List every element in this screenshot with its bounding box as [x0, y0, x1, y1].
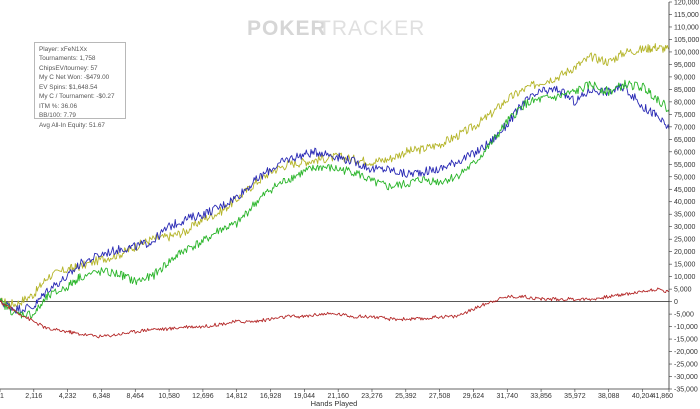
x-tick-label: 41,860: [652, 393, 674, 400]
y-tick-label: 25,000: [674, 237, 696, 244]
y-tick-label: 15,000: [674, 262, 696, 269]
x-tick-label: 21,160: [327, 393, 349, 400]
y-tick-label: -10,000: [674, 324, 698, 331]
x-axis-ticks: 1 2,116 4,232 6,348 8,464 10,580 12,696 14,812 1…: [0, 389, 673, 400]
series-line-1: [0, 43, 670, 308]
y-tick-label: 5,000: [674, 287, 692, 294]
y-tick-label: 35,000: [674, 212, 696, 219]
y-tick-label: 20,000: [674, 249, 696, 256]
x-tick-label: 8,464: [126, 393, 144, 400]
y-tick-label: 100,000: [674, 49, 699, 56]
stat-line: My C / Tournament: -$0.27: [39, 93, 115, 101]
x-tick-label: 38,088: [598, 393, 620, 400]
y-tick-label: -15,000: [674, 337, 698, 344]
x-tick-label: 25,392: [395, 393, 417, 400]
y-tick-label: 75,000: [674, 112, 696, 119]
x-tick-label: 12,696: [192, 393, 214, 400]
x-tick-label: 33,856: [530, 393, 552, 400]
x-tick-label: 1: [0, 393, 4, 400]
y-tick-label: 45,000: [674, 187, 696, 194]
x-tick-label: 31,740: [497, 393, 519, 400]
y-tick-label: 60,000: [674, 149, 696, 156]
series-lines: [0, 43, 670, 339]
pokertracker-watermark: POKER TRACKER: [247, 17, 425, 40]
x-axis-title: Hands Played: [311, 399, 358, 408]
series-line-2: [0, 83, 670, 314]
y-tick-label: 120,000: [674, 0, 699, 7]
x-tick-label: 6,348: [93, 393, 111, 400]
y-tick-label: -20,000: [674, 349, 698, 356]
x-tick-label: 27,508: [429, 393, 451, 400]
y-tick-label: 110,000: [674, 24, 699, 31]
stat-line: Avg All-In Equity: 51.67: [39, 121, 105, 129]
x-tick-label: 4,232: [59, 393, 77, 400]
y-tick-label: -35,000: [674, 387, 698, 394]
x-tick-label: 10,580: [158, 393, 180, 400]
x-tick-label: 16,928: [260, 393, 282, 400]
stat-line: ITM %: 36.06: [39, 102, 78, 110]
x-tick-label: 40,204: [632, 393, 654, 400]
watermark-tracker: TRACKER: [318, 17, 425, 40]
y-tick-label: 40,000: [674, 199, 696, 206]
y-tick-label: 80,000: [674, 99, 696, 106]
y-tick-label: 70,000: [674, 124, 696, 131]
y-tick-label: 65,000: [674, 137, 696, 144]
y-tick-label: 90,000: [674, 74, 696, 81]
y-axis-ticks: -35,000 -30,000 -25,000 -20,000 -15,000 -10,0…: [669, 0, 699, 394]
y-tick-label: 115,000: [674, 12, 699, 19]
stat-line: Tournaments: 1,758: [39, 55, 96, 63]
stat-line: My C Net Won: -$479.00: [39, 74, 110, 82]
stat-line: ChipsEV/tourney: 57: [39, 64, 98, 72]
stat-line: EV Spins: $1,648.54: [39, 83, 98, 91]
x-tick-label: 23,276: [361, 393, 383, 400]
y-tick-label: 10,000: [674, 274, 696, 281]
y-tick-label: -30,000: [674, 374, 698, 381]
y-tick-label: 0: [674, 299, 678, 306]
x-tick-label: 29,624: [463, 393, 485, 400]
y-tick-label: 95,000: [674, 62, 696, 69]
watermark-poker: POKER: [247, 17, 327, 40]
x-tick-label: 14,812: [226, 393, 248, 400]
y-tick-label: 105,000: [674, 37, 699, 44]
y-tick-label: -25,000: [674, 362, 698, 369]
y-tick-label: 50,000: [674, 174, 696, 181]
player-stats-box: Player: xFeN1Xx Tournaments: 1,758 ChipsEV…: [34, 42, 126, 129]
y-tick-label: 30,000: [674, 224, 696, 231]
x-tick-label: 2,116: [25, 393, 42, 400]
stat-line: Player: xFeN1Xx: [39, 46, 87, 53]
y-tick-label: 55,000: [674, 162, 696, 169]
x-tick-label: 35,972: [564, 393, 586, 400]
stat-line: BB/100: 7.79: [39, 112, 76, 120]
series-line-3: [0, 79, 670, 319]
x-tick-label: 19,044: [294, 393, 316, 400]
y-tick-label: 85,000: [674, 87, 696, 94]
series-line-4: [0, 287, 670, 339]
y-tick-label: -5,000: [674, 312, 694, 319]
